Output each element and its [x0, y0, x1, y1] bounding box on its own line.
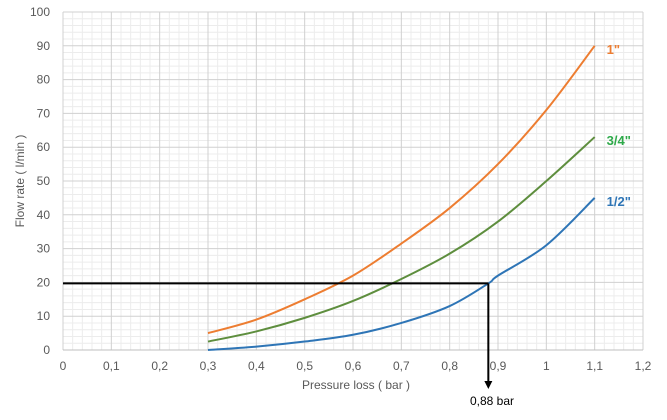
y-tick-label: 30: [37, 242, 51, 256]
y-tick-label: 0: [43, 343, 50, 357]
y-tick-label: 50: [37, 174, 51, 188]
x-tick-label: 0,3: [200, 359, 217, 373]
series-label: 1": [607, 42, 620, 57]
y-tick-label: 100: [30, 5, 50, 19]
y-axis-label: Flow rate ( l/min ): [13, 135, 27, 228]
y-tick-label: 70: [37, 106, 51, 120]
x-tick-label: 0,6: [345, 359, 362, 373]
tick-labels: 0 0,1 0,2 0,3 0,4 0,5 0,6 0,7 0,8 0,9 1 1,1 1,2 0 10 20…: [30, 5, 652, 373]
x-axis-label: Pressure loss ( bar ): [302, 378, 410, 392]
series-label: 3/4": [607, 133, 631, 148]
x-tick-label: 0,7: [393, 359, 410, 373]
annotation: [63, 282, 493, 389]
series-line: [207, 136, 596, 343]
x-tick-label: 1: [543, 359, 550, 373]
y-tick-label: 20: [37, 275, 51, 289]
x-tick-label: 0,9: [490, 359, 507, 373]
x-tick-label: 0,8: [441, 359, 458, 373]
annotation-label: 0,88 bar: [470, 394, 514, 408]
y-tick-label: 60: [37, 140, 51, 154]
series-lines: 1" 3/4" 1/2": [207, 42, 631, 351]
y-tick-label: 10: [37, 309, 51, 323]
series-line: [207, 45, 596, 335]
x-tick-label: 0,1: [103, 359, 120, 373]
series-label: 1/2": [607, 194, 631, 209]
y-tick-label: 90: [37, 39, 51, 53]
y-tick-label: 80: [37, 73, 51, 87]
grid: [62, 11, 644, 351]
x-tick-label: 0,5: [296, 359, 313, 373]
x-tick-label: 0,2: [151, 359, 168, 373]
x-tick-label: 1,2: [635, 359, 652, 373]
arrow-down-icon: [484, 381, 493, 389]
series-line: [207, 197, 596, 351]
x-tick-label: 1,1: [586, 359, 603, 373]
x-tick-label: 0,4: [248, 359, 265, 373]
y-tick-label: 40: [37, 208, 51, 222]
x-tick-label: 0: [60, 359, 67, 373]
